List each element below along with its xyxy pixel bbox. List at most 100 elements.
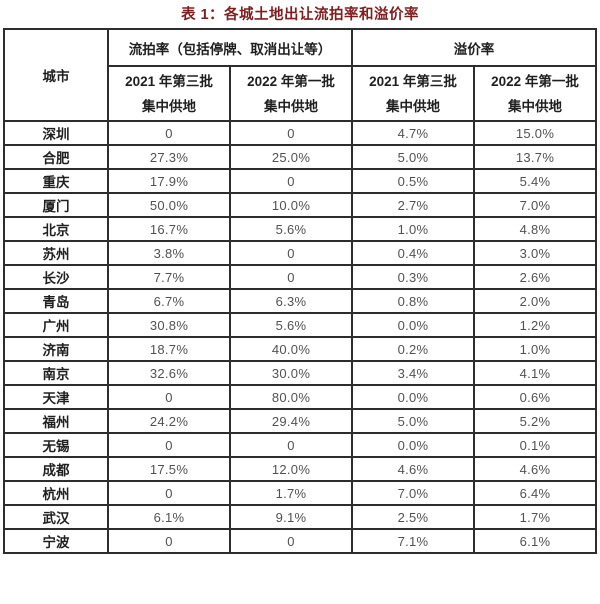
- table-row: 广州 30.8% 5.6% 0.0% 1.2%: [3, 312, 597, 338]
- premium-rate-2021-cell: 0.0%: [351, 312, 475, 338]
- failure-rate-2021-cell: 3.8%: [107, 240, 231, 266]
- premium-rate-2022-cell: 2.0%: [473, 288, 597, 314]
- failure-rate-2021-cell: 6.1%: [107, 504, 231, 530]
- premium-rate-2021-cell: 0.4%: [351, 240, 475, 266]
- failure-rate-2022-cell: 0: [229, 432, 353, 458]
- premium-rate-2021-cell: 0.8%: [351, 288, 475, 314]
- failure-rate-2022-cell: 5.6%: [229, 216, 353, 242]
- premium-rate-2022-cell: 1.0%: [473, 336, 597, 362]
- header-premium-2022: 2022 年第一批 集中供地: [473, 65, 597, 122]
- table-row: 武汉 6.1% 9.1% 2.5% 1.7%: [3, 504, 597, 530]
- table-row: 青岛 6.7% 6.3% 0.8% 2.0%: [3, 288, 597, 314]
- table-row: 长沙 7.7% 0 0.3% 2.6%: [3, 264, 597, 290]
- premium-rate-2021-cell: 0.2%: [351, 336, 475, 362]
- premium-rate-2021-cell: 7.1%: [351, 528, 475, 554]
- failure-rate-2021-cell: 0: [107, 384, 231, 410]
- failure-rate-2021-cell: 24.2%: [107, 408, 231, 434]
- failure-rate-2022-cell: 29.4%: [229, 408, 353, 434]
- table-row: 天津 0 80.0% 0.0% 0.6%: [3, 384, 597, 410]
- premium-rate-2021-cell: 4.6%: [351, 456, 475, 482]
- failure-rate-2021-cell: 0: [107, 432, 231, 458]
- table-row: 厦门 50.0% 10.0% 2.7% 7.0%: [3, 192, 597, 218]
- premium-rate-2022-cell: 6.4%: [473, 480, 597, 506]
- premium-rate-2022-cell: 5.4%: [473, 168, 597, 194]
- premium-rate-2022-cell: 13.7%: [473, 144, 597, 170]
- city-cell: 杭州: [3, 480, 109, 506]
- failure-rate-2021-cell: 16.7%: [107, 216, 231, 242]
- premium-rate-2022-cell: 3.0%: [473, 240, 597, 266]
- table-row: 深圳 0 0 4.7% 15.0%: [3, 120, 597, 146]
- table-row: 福州 24.2% 29.4% 5.0% 5.2%: [3, 408, 597, 434]
- premium-rate-2021-cell: 0.0%: [351, 384, 475, 410]
- premium-rate-2022-cell: 0.1%: [473, 432, 597, 458]
- premium-rate-2022-cell: 1.2%: [473, 312, 597, 338]
- city-cell: 深圳: [3, 120, 109, 146]
- table-header: 城市 流拍率（包括停牌、取消出让等） 溢价率 2021 年第三批 集中供地 20…: [3, 28, 597, 122]
- failure-rate-2022-cell: 25.0%: [229, 144, 353, 170]
- failure-rate-2021-cell: 0: [107, 480, 231, 506]
- city-cell: 武汉: [3, 504, 109, 530]
- table-title: 表 1：各城土地出让流拍率和溢价率: [180, 7, 420, 23]
- failure-rate-2021-cell: 0: [107, 528, 231, 554]
- failure-rate-2021-cell: 30.8%: [107, 312, 231, 338]
- premium-rate-2022-cell: 4.8%: [473, 216, 597, 242]
- premium-rate-2021-cell: 5.0%: [351, 408, 475, 434]
- failure-rate-2022-cell: 40.0%: [229, 336, 353, 362]
- header-premium-2021-line2: 集中供地: [386, 98, 440, 114]
- header-premium-2021: 2021 年第三批 集中供地: [351, 65, 475, 122]
- header-failure-2022-line1: 2022 年第一批: [247, 73, 335, 89]
- failure-rate-2021-cell: 6.7%: [107, 288, 231, 314]
- premium-rate-2021-cell: 5.0%: [351, 144, 475, 170]
- city-cell: 宁波: [3, 528, 109, 554]
- premium-rate-2022-cell: 15.0%: [473, 120, 597, 146]
- city-cell: 济南: [3, 336, 109, 362]
- city-cell: 合肥: [3, 144, 109, 170]
- failure-rate-2022-cell: 5.6%: [229, 312, 353, 338]
- premium-rate-2021-cell: 0.0%: [351, 432, 475, 458]
- city-cell: 无锡: [3, 432, 109, 458]
- premium-rate-2022-cell: 1.7%: [473, 504, 597, 530]
- city-cell: 北京: [3, 216, 109, 242]
- header-failure-2021-line2: 集中供地: [142, 98, 196, 114]
- premium-rate-2021-cell: 7.0%: [351, 480, 475, 506]
- table-row: 成都 17.5% 12.0% 4.6% 4.6%: [3, 456, 597, 482]
- city-cell: 厦门: [3, 192, 109, 218]
- failure-rate-2021-cell: 0: [107, 120, 231, 146]
- header-failure-2021: 2021 年第三批 集中供地: [107, 65, 231, 122]
- premium-rate-2022-cell: 6.1%: [473, 528, 597, 554]
- failure-rate-2022-cell: 30.0%: [229, 360, 353, 386]
- failure-rate-2021-cell: 50.0%: [107, 192, 231, 218]
- premium-rate-2021-cell: 3.4%: [351, 360, 475, 386]
- premium-rate-2021-cell: 4.7%: [351, 120, 475, 146]
- failure-rate-2022-cell: 12.0%: [229, 456, 353, 482]
- failure-rate-2021-cell: 18.7%: [107, 336, 231, 362]
- failure-rate-2022-cell: 0: [229, 264, 353, 290]
- table-row: 重庆 17.9% 0 0.5% 5.4%: [3, 168, 597, 194]
- failure-rate-2022-cell: 0: [229, 120, 353, 146]
- header-failure-2022: 2022 年第一批 集中供地: [229, 65, 353, 122]
- city-cell: 重庆: [3, 168, 109, 194]
- premium-rate-2021-cell: 0.5%: [351, 168, 475, 194]
- failure-rate-2022-cell: 0: [229, 528, 353, 554]
- city-cell: 成都: [3, 456, 109, 482]
- city-cell: 福州: [3, 408, 109, 434]
- failure-rate-2022-cell: 0: [229, 240, 353, 266]
- failure-rate-2021-cell: 17.5%: [107, 456, 231, 482]
- table-row: 苏州 3.8% 0 0.4% 3.0%: [3, 240, 597, 266]
- table-row: 济南 18.7% 40.0% 0.2% 1.0%: [3, 336, 597, 362]
- failure-rate-2021-cell: 17.9%: [107, 168, 231, 194]
- failure-rate-2022-cell: 80.0%: [229, 384, 353, 410]
- city-cell: 苏州: [3, 240, 109, 266]
- table-row: 合肥 27.3% 25.0% 5.0% 13.7%: [3, 144, 597, 170]
- header-failure-2021-line1: 2021 年第三批: [125, 73, 213, 89]
- failure-rate-2022-cell: 6.3%: [229, 288, 353, 314]
- premium-rate-2022-cell: 5.2%: [473, 408, 597, 434]
- city-cell: 天津: [3, 384, 109, 410]
- premium-rate-2022-cell: 0.6%: [473, 384, 597, 410]
- header-premium-rate-group: 溢价率: [351, 28, 597, 67]
- premium-rate-2021-cell: 2.5%: [351, 504, 475, 530]
- city-cell: 南京: [3, 360, 109, 386]
- premium-rate-2022-cell: 7.0%: [473, 192, 597, 218]
- table-row: 宁波 0 0 7.1% 6.1%: [3, 528, 597, 554]
- header-premium-2022-line2: 集中供地: [508, 98, 562, 114]
